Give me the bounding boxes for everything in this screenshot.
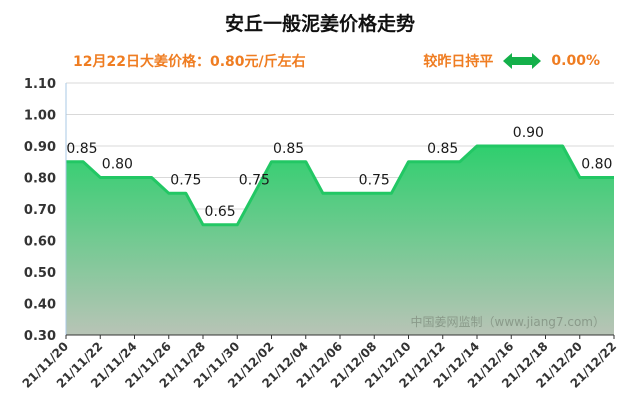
change-indicator: 较昨日持平 0.00% [423, 51, 600, 71]
data-label: 0.75 [359, 172, 390, 188]
data-label: 0.85 [273, 141, 304, 157]
data-label: 0.65 [205, 204, 236, 220]
x-axis-ticks: 21/11/2021/11/2221/11/2421/11/2621/11/28… [20, 335, 619, 391]
data-label: 0.85 [427, 141, 458, 157]
y-tick-label: 0.60 [24, 235, 56, 250]
y-tick-label: 1.00 [24, 109, 56, 124]
data-label: 0.90 [513, 125, 544, 141]
price-area [66, 146, 614, 335]
chart-title: 安丘一般泥姜价格走势 [224, 13, 415, 35]
data-label: 0.85 [66, 141, 97, 157]
data-label: 0.75 [239, 172, 270, 188]
change-value: 0.00% [551, 53, 600, 69]
data-label: 0.75 [170, 172, 201, 188]
price-line [66, 144, 614, 227]
y-tick-label: 0.50 [24, 266, 56, 281]
y-tick-label: 0.30 [24, 329, 56, 344]
data-label: 0.80 [102, 157, 133, 173]
double-arrow-icon [503, 53, 542, 69]
watermark: 中国姜网监制（www.jiang7.com） [411, 314, 605, 329]
y-axis-ticks: 1.10 1.00 0.90 0.80 0.70 0.60 0.50 0.40 0.30 [24, 77, 56, 344]
data-labels: 0.850.800.750.650.750.850.750.850.900.80 [66, 125, 612, 220]
y-tick-label: 0.70 [24, 203, 56, 218]
y-tick-label: 0.90 [24, 140, 56, 155]
price-subtitle: 12月22日大姜价格：0.80元/斤左右 [73, 54, 306, 70]
data-label: 0.80 [581, 157, 612, 173]
change-label: 较昨日持平 [423, 54, 494, 70]
y-tick-label: 0.80 [24, 172, 56, 187]
y-tick-label: 1.10 [24, 77, 56, 92]
y-tick-label: 0.40 [24, 298, 56, 313]
